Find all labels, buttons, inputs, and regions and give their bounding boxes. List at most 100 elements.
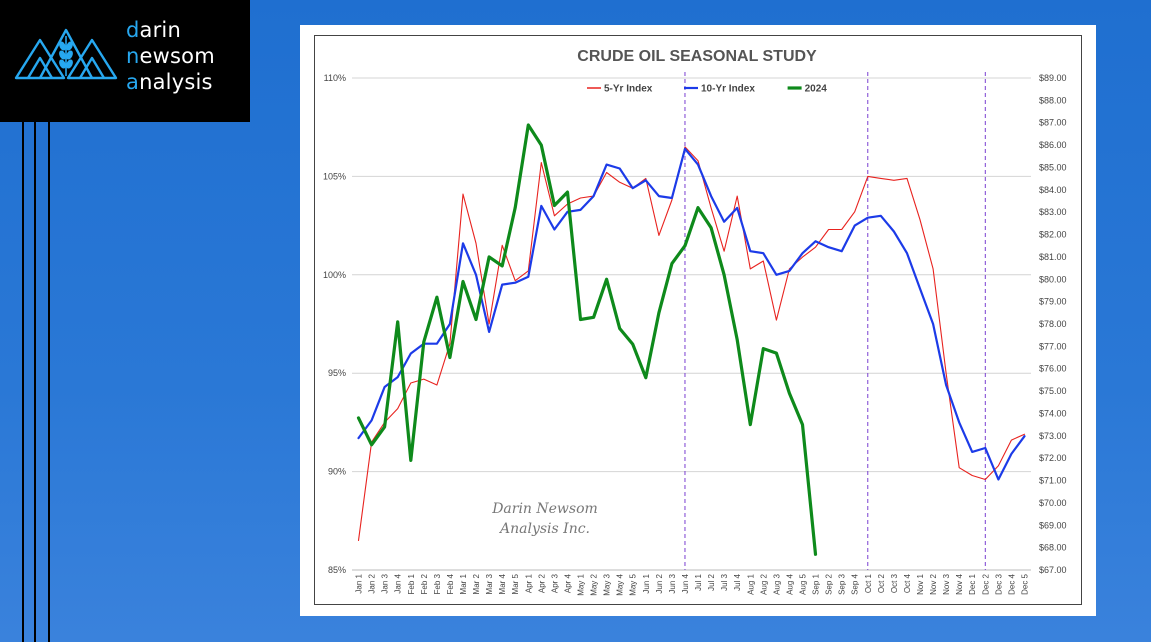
- watermark-text: Analysis Inc.: [498, 521, 590, 537]
- logo-box: darin newsom analysis darin newsom analy…: [0, 0, 250, 122]
- x-tick-label: Sep 4: [851, 573, 860, 594]
- x-tick-label: Sep 2: [825, 573, 834, 594]
- x-tick-label: Nov 2: [929, 573, 938, 594]
- chart-title: CRUDE OIL SEASONAL STUDY: [577, 48, 817, 65]
- right-axis-tick-label: $75.00: [1039, 386, 1067, 396]
- x-tick-label: Mar 4: [498, 573, 507, 594]
- x-tick-label: Jun 3: [668, 573, 677, 593]
- left-axis-tick-label: 95%: [328, 368, 346, 378]
- right-axis-tick-label: $70.00: [1039, 498, 1067, 508]
- legend-label: 2024: [805, 84, 828, 95]
- right-axis-tick-label: $81.00: [1039, 252, 1067, 262]
- x-tick-label: Jan 2: [368, 573, 377, 593]
- x-tick-label: Dec 3: [994, 573, 1003, 594]
- x-tick-label: Oct 3: [890, 573, 899, 593]
- mountain-wheat-icon: [14, 28, 118, 80]
- right-axis-tick-label: $87.00: [1039, 118, 1067, 128]
- right-axis-tick-label: $79.00: [1039, 297, 1067, 307]
- x-tick-label: Dec 2: [981, 573, 990, 594]
- x-tick-label: Mar 1: [459, 573, 468, 594]
- x-tick-label: May 3: [603, 573, 612, 595]
- right-axis-tick-label: $86.00: [1039, 140, 1067, 150]
- right-axis-tick-label: $67.00: [1039, 565, 1067, 575]
- x-tick-label: Nov 3: [942, 573, 951, 594]
- series-line-5-yr-index: [357, 146, 1026, 542]
- x-tick-label: Feb 3: [433, 573, 442, 594]
- x-tick-label: Nov 1: [916, 573, 925, 594]
- x-tick-label: Apr 1: [524, 573, 533, 593]
- right-axis-tick-label: $80.00: [1039, 274, 1067, 284]
- logo-text-analysis: analysis: [126, 70, 213, 94]
- x-tick-label: Oct 2: [877, 573, 886, 593]
- x-tick-label: May 4: [616, 573, 625, 595]
- left-axis-tick-label: 85%: [328, 565, 346, 575]
- decorative-line-1: [22, 122, 24, 642]
- x-tick-label: Dec 5: [1020, 573, 1029, 594]
- right-axis-tick-label: $76.00: [1039, 364, 1067, 374]
- right-axis-tick-label: $78.00: [1039, 319, 1067, 329]
- x-tick-label: Dec 4: [1007, 573, 1016, 594]
- x-tick-label: Sep 3: [838, 573, 847, 594]
- x-tick-label: Feb 2: [420, 573, 429, 594]
- series-line-2024: [356, 123, 818, 556]
- x-tick-label: Jul 2: [707, 573, 716, 590]
- chart-frame: CRUDE OIL SEASONAL STUDY 110% 105% 100% 95% 9…: [300, 25, 1096, 616]
- logo-text-newsom: newsom: [126, 44, 215, 68]
- crude-oil-seasonal-chart: CRUDE OIL SEASONAL STUDY 110% 105% 100% 95% 9…: [323, 48, 1067, 596]
- right-axis-tick-label: $83.00: [1039, 207, 1067, 217]
- x-tick-label: Oct 4: [903, 573, 912, 593]
- x-tick-label: Mar 2: [472, 573, 481, 594]
- x-tick-label: May 2: [590, 573, 599, 595]
- left-axis-tick-label: 90%: [328, 467, 346, 477]
- right-axis-tick-label: $85.00: [1039, 162, 1067, 172]
- watermark-text: Darin Newsom: [491, 501, 598, 517]
- left-axis-tick-label: 100%: [323, 270, 346, 280]
- decorative-line-2: [34, 122, 36, 642]
- x-tick-label: Apr 4: [563, 573, 572, 593]
- x-tick-label: Jun 2: [655, 573, 664, 593]
- right-axis-tick-label: $72.00: [1039, 453, 1067, 463]
- x-tick-label: Nov 4: [955, 573, 964, 594]
- x-tick-label: Jun 4: [681, 573, 690, 593]
- right-axis-tick-label: $74.00: [1039, 408, 1067, 418]
- x-tick-label: Jul 4: [733, 573, 742, 590]
- series-line-10-yr-index: [357, 147, 1026, 481]
- right-axis-tick-label: $88.00: [1039, 95, 1067, 105]
- x-tick-label: Feb 4: [446, 573, 455, 594]
- x-tick-label: Dec 1: [968, 573, 977, 594]
- legend-label: 5-Yr Index: [604, 84, 653, 95]
- x-tick-label: Aug 1: [746, 573, 755, 594]
- right-axis-tick-label: $69.00: [1039, 520, 1067, 530]
- chart-border: [314, 35, 1082, 605]
- x-tick-label: Mar 5: [511, 573, 520, 594]
- x-tick-label: Oct 1: [864, 573, 873, 593]
- right-axis-tick-label: $82.00: [1039, 230, 1067, 240]
- right-axis-tick-label: $77.00: [1039, 341, 1067, 351]
- right-axis-tick-label: $84.00: [1039, 185, 1067, 195]
- x-tick-label: Aug 2: [759, 573, 768, 594]
- x-tick-label: Jul 3: [720, 573, 729, 590]
- right-axis-tick-label: $73.00: [1039, 431, 1067, 441]
- logo-text-darin: darin: [126, 18, 181, 42]
- x-tick-label: Jan 1: [355, 573, 364, 593]
- x-tick-label: Aug 3: [772, 573, 781, 594]
- x-tick-label: Apr 2: [537, 573, 546, 593]
- right-axis-tick-label: $68.00: [1039, 543, 1067, 553]
- right-axis-tick-label: $71.00: [1039, 476, 1067, 486]
- x-tick-label: Aug 5: [798, 573, 807, 594]
- x-tick-label: Jun 1: [642, 573, 651, 593]
- x-tick-label: Feb 1: [407, 573, 416, 594]
- x-tick-label: Aug 4: [785, 573, 794, 594]
- x-tick-label: May 5: [629, 573, 638, 595]
- left-axis-tick-label: 110%: [324, 73, 346, 83]
- x-tick-label: May 1: [577, 573, 586, 595]
- right-axis-tick-label: $89.00: [1039, 73, 1067, 83]
- x-tick-label: Jul 1: [694, 573, 703, 590]
- x-tick-label: Mar 3: [485, 573, 494, 594]
- left-axis-tick-label: 105%: [323, 171, 346, 181]
- x-tick-label: Jan 3: [381, 573, 390, 593]
- decorative-line-3: [48, 122, 50, 642]
- legend-label: 10-Yr Index: [701, 84, 755, 95]
- x-tick-label: Jan 4: [394, 573, 403, 593]
- x-tick-label: Sep 1: [812, 573, 821, 594]
